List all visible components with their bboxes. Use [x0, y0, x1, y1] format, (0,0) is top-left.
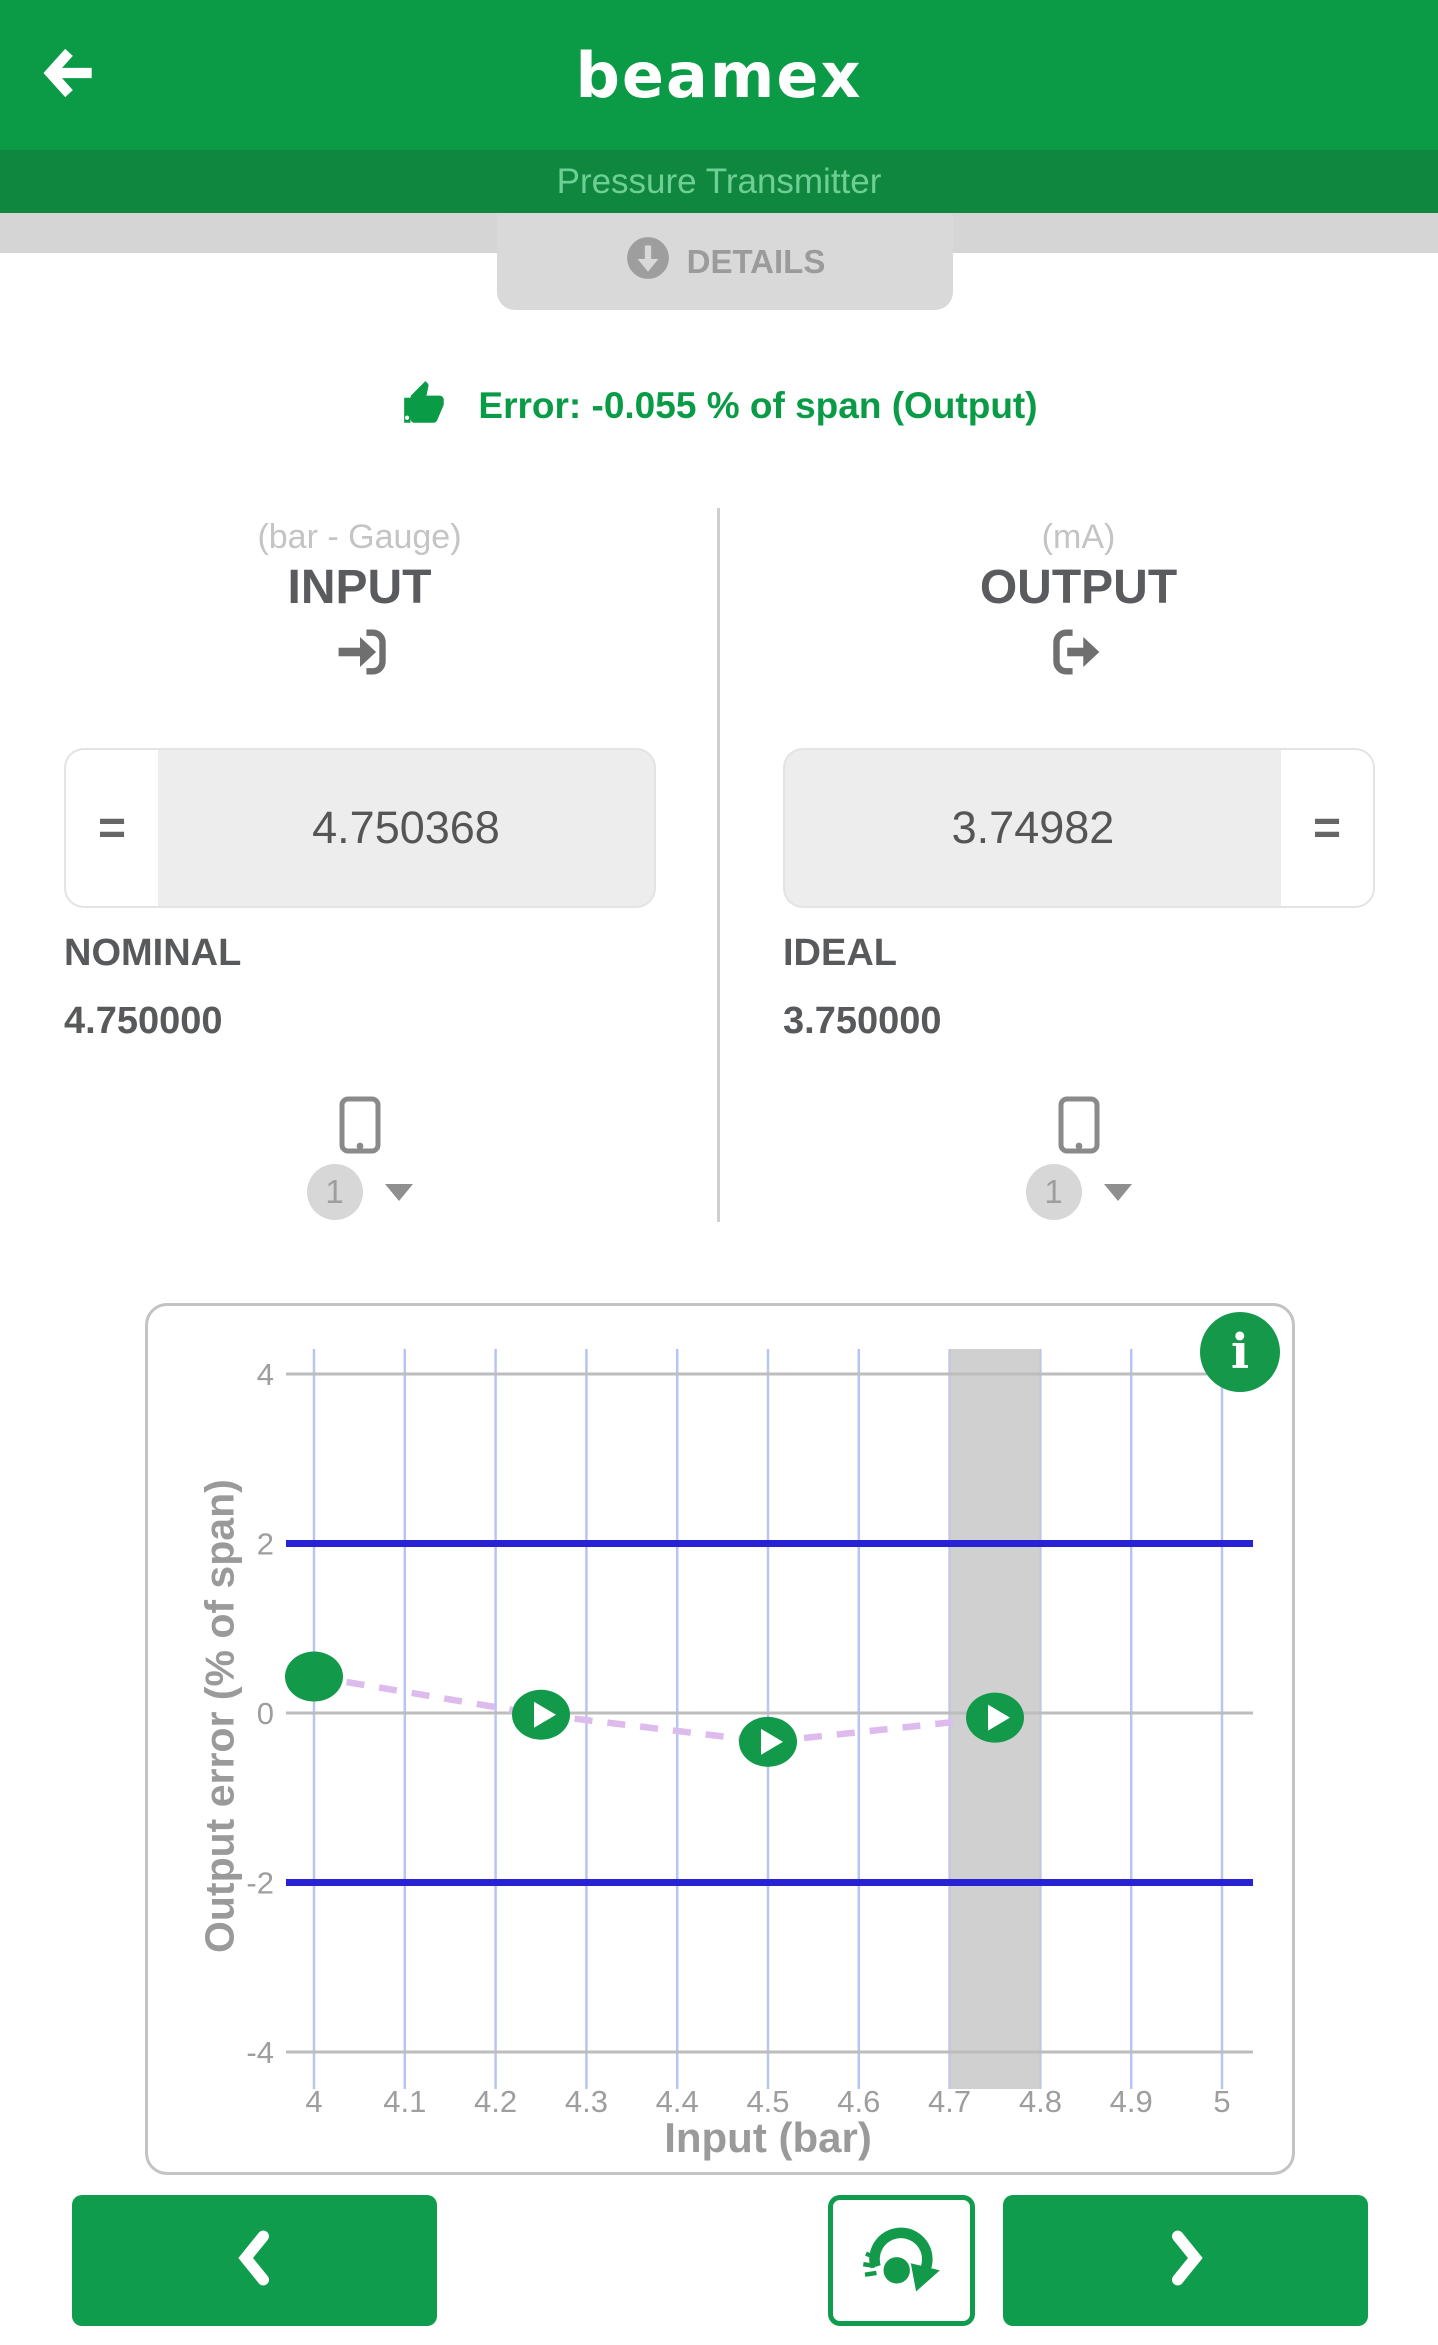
output-device-icon	[719, 1096, 1438, 1154]
output-panel: (mA) OUTPUT 3.74982 = IDEAL 3.750000 1	[719, 500, 1438, 1250]
arrow-left-icon	[36, 40, 102, 111]
chart-x-axis-label: Input (bar)	[664, 2114, 872, 2161]
input-title: INPUT	[287, 561, 432, 614]
output-channel-value: 1	[1025, 1164, 1082, 1220]
output-value: 3.74982	[951, 802, 1115, 853]
output-value-field[interactable]: 3.74982 =	[783, 748, 1375, 908]
details-button[interactable]: DETAILS	[497, 213, 953, 310]
error-chart-card: 4 4.1 4.2 4.3 4.4 4.5 4.6 4.7 4.8 4.9 5 4 2 0 -2 -4 Out…	[145, 1303, 1295, 2175]
input-unit-label: (bar - Gauge)	[257, 518, 462, 556]
status-row: Error: -0.055 % of span (Output)	[0, 376, 1438, 436]
gauge-reset-button[interactable]	[828, 2195, 975, 2326]
chevron-left-icon	[235, 2229, 275, 2292]
output-title: OUTPUT	[979, 561, 1178, 614]
gauge-reset-icon	[858, 2214, 946, 2307]
beamex-logo: beamex	[575, 38, 863, 112]
instrument-subtitle: Pressure Transmitter	[0, 150, 1438, 213]
svg-text:4: 4	[257, 1357, 274, 1392]
chevron-down-icon	[384, 1183, 413, 1201]
svg-text:2: 2	[257, 1527, 274, 1562]
chevron-right-icon	[1166, 2229, 1206, 2292]
svg-text:0: 0	[257, 1696, 274, 1731]
input-device-icon	[0, 1096, 719, 1154]
input-value-field[interactable]: = 4.750368	[64, 748, 656, 908]
info-button[interactable]: i	[1200, 1312, 1280, 1392]
input-equals-toggle[interactable]: =	[66, 750, 158, 906]
svg-text:-4: -4	[246, 2035, 274, 2070]
input-reference-value: 4.750000	[64, 1000, 223, 1042]
chart-y-axis-label: Output error (% of span)	[196, 1479, 243, 1953]
output-equals-toggle[interactable]: =	[1281, 750, 1373, 906]
sign-in-icon	[0, 622, 719, 682]
details-label: DETAILS	[686, 242, 826, 280]
output-reference-value: 3.750000	[783, 1000, 942, 1042]
svg-text:-2: -2	[246, 1866, 274, 1901]
output-reference-label: IDEAL	[783, 932, 897, 974]
input-channel-selector[interactable]: 1	[0, 1164, 719, 1220]
previous-point-button[interactable]	[72, 2195, 437, 2326]
input-channel-value: 1	[306, 1164, 363, 1220]
output-unit-label: (mA)	[1041, 518, 1116, 556]
chevron-down-icon	[1103, 1183, 1132, 1201]
back-button[interactable]	[30, 36, 108, 114]
circle-arrow-down-icon	[625, 235, 671, 289]
next-point-button[interactable]	[1003, 2195, 1368, 2326]
input-value: 4.750368	[312, 802, 500, 853]
input-reference-label: NOMINAL	[64, 932, 242, 974]
input-panel: (bar - Gauge) INPUT = 4.750368 NOMINAL 4…	[0, 500, 719, 1250]
info-icon: i	[1230, 1324, 1250, 1380]
column-divider	[717, 508, 720, 1222]
app-header: beamex	[0, 0, 1438, 150]
output-channel-selector[interactable]: 1	[719, 1164, 1438, 1220]
sign-out-icon	[719, 622, 1438, 682]
thumbs-up-icon	[400, 379, 450, 434]
error-status-text: Error: -0.055 % of span (Output)	[478, 385, 1038, 426]
